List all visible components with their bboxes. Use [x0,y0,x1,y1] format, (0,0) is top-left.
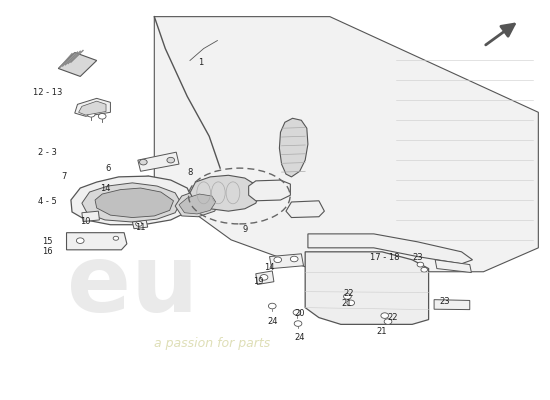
Text: eu: eu [67,240,198,332]
Polygon shape [435,260,471,272]
Polygon shape [308,234,472,264]
Polygon shape [249,180,290,201]
Polygon shape [190,175,260,211]
Circle shape [259,186,269,194]
Circle shape [344,294,351,299]
Circle shape [126,185,133,190]
Text: 21: 21 [377,327,387,336]
Circle shape [384,319,392,324]
Polygon shape [82,211,100,222]
Polygon shape [67,233,127,250]
Polygon shape [270,254,304,268]
Polygon shape [58,52,97,76]
Circle shape [85,213,94,219]
Text: 8: 8 [188,168,192,176]
Circle shape [268,303,276,309]
Circle shape [347,300,355,306]
Circle shape [274,257,282,262]
Polygon shape [179,194,216,214]
Circle shape [140,159,147,165]
Text: 9: 9 [242,225,248,234]
Text: 24: 24 [267,317,278,326]
Polygon shape [82,183,180,222]
Text: 4 - 5: 4 - 5 [38,198,57,206]
Circle shape [290,256,298,262]
Polygon shape [305,252,428,324]
Text: 14: 14 [264,263,275,272]
Circle shape [293,310,301,315]
Text: 17 - 18: 17 - 18 [370,253,399,262]
Text: 11: 11 [135,224,146,232]
Text: 21: 21 [341,299,351,308]
Circle shape [421,267,427,272]
Polygon shape [79,101,106,115]
Circle shape [294,321,302,326]
Circle shape [417,262,424,267]
Circle shape [381,313,388,318]
Circle shape [138,187,144,192]
Polygon shape [286,201,324,218]
Polygon shape [155,17,538,272]
Text: 1985: 1985 [384,222,417,235]
Polygon shape [116,176,149,190]
Text: 1: 1 [199,58,204,67]
Text: 12 - 13: 12 - 13 [32,88,62,97]
Text: 2 - 3: 2 - 3 [38,148,57,157]
Polygon shape [279,118,308,177]
Polygon shape [71,176,192,225]
Polygon shape [75,98,111,116]
Circle shape [167,157,174,163]
Text: 15: 15 [42,237,53,246]
Text: 7: 7 [61,172,67,180]
Text: 24: 24 [294,333,305,342]
Circle shape [308,206,317,213]
Text: a passion for parts: a passion for parts [155,338,271,350]
Polygon shape [138,152,179,171]
Circle shape [87,112,95,117]
Text: 16: 16 [42,247,53,256]
Text: 10: 10 [80,218,91,226]
Text: 6: 6 [105,164,111,173]
Circle shape [98,114,106,119]
Circle shape [293,206,301,212]
Circle shape [274,188,284,195]
Polygon shape [175,190,220,217]
Circle shape [113,236,119,240]
Circle shape [136,222,142,226]
Text: 19: 19 [254,277,264,286]
Text: 20: 20 [294,309,305,318]
Text: 22: 22 [388,313,398,322]
Polygon shape [256,271,274,284]
Text: 23: 23 [440,297,450,306]
Polygon shape [95,188,173,218]
Polygon shape [133,220,148,229]
Text: 22: 22 [344,289,354,298]
Polygon shape [434,300,470,310]
Circle shape [76,238,84,244]
Text: 23: 23 [412,253,423,262]
Text: 14: 14 [100,184,110,192]
Circle shape [260,274,268,280]
